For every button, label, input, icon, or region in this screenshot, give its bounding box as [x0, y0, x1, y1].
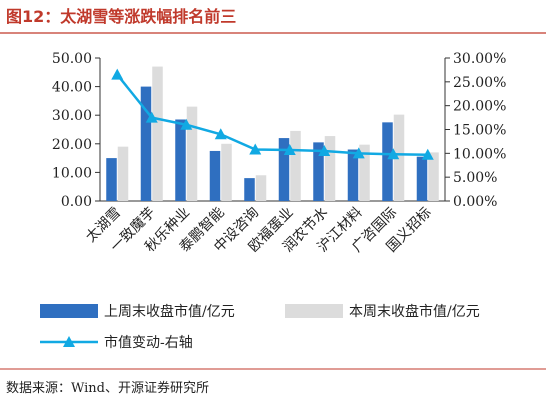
left-tick-label: 30.00: [52, 108, 92, 124]
left-tick-label: 50.00: [52, 51, 92, 67]
change-marker-9: [387, 148, 400, 160]
bar-last-3: [186, 106, 198, 201]
axes: 0.00 10.00 20.00 30.00 40.00 50.00 0.00% 5.00% 1…: [52, 51, 506, 210]
bar-current-4: [209, 150, 221, 201]
change-marker-5: [249, 143, 262, 155]
legend-marker-change: [63, 336, 75, 347]
bar-last-6: [290, 130, 301, 201]
legend-label-current: 上周末收盘市值/亿元: [104, 303, 235, 320]
source-note: 数据来源：Wind、开源证券研究所: [6, 380, 209, 396]
right-tick-label: 10.00%: [453, 146, 506, 162]
bar-current-10: [416, 156, 428, 201]
bar-current-8: [347, 149, 359, 201]
bar-last-9: [393, 114, 405, 201]
bar-current-9: [382, 122, 393, 201]
change-marker-4: [214, 128, 227, 140]
left-tick-label: 0.00: [61, 194, 92, 210]
change-marker-1: [111, 68, 124, 80]
bars: [106, 66, 439, 201]
bar-current-2: [140, 86, 152, 201]
bar-last-10: [428, 152, 439, 201]
change-marker-7: [318, 144, 331, 156]
bar-current-3: [175, 119, 186, 201]
right-tick-label: 30.00%: [453, 51, 506, 67]
left-tick-label: 10.00: [52, 165, 92, 181]
bar-current-6: [278, 138, 290, 201]
legend: 上周末收盘市值/亿元 本周末收盘市值/亿元 市值变动-右轴: [40, 303, 480, 351]
bar-last-4: [221, 143, 232, 201]
change-marker-3: [180, 118, 193, 130]
change-marker-2: [145, 111, 158, 123]
change-line-path: [116, 73, 428, 157]
right-tick-label: 0.00%: [453, 194, 497, 210]
change-marker-6: [283, 143, 296, 155]
right-tick-label: 15.00%: [453, 123, 506, 139]
bar-current-5: [244, 178, 255, 201]
legend-label-change: 市值变动-右轴: [104, 334, 193, 351]
change-marker-10: [421, 148, 434, 160]
change-line: [111, 68, 434, 160]
right-tick-label: 5.00%: [453, 170, 497, 186]
bar-last-1: [117, 146, 129, 201]
bar-current-1: [106, 158, 117, 201]
bar-last-7: [324, 136, 336, 201]
legend-swatch-last: [285, 304, 343, 318]
left-tick-label: 40.00: [52, 80, 92, 96]
bar-last-2: [152, 66, 163, 201]
chart-title: 图12：太湖雪等涨跌幅排名前三: [6, 7, 236, 26]
change-marker-8: [352, 147, 365, 159]
legend-label-last: 本周末收盘市值/亿元: [349, 303, 480, 320]
bar-last-5: [255, 175, 267, 201]
right-tick-label: 25.00%: [453, 75, 506, 91]
legend-swatch-current: [40, 304, 98, 318]
bar-current-7: [313, 142, 324, 201]
left-tick-label: 20.00: [52, 137, 92, 153]
right-tick-label: 20.00%: [453, 99, 506, 115]
bar-last-8: [359, 144, 370, 201]
